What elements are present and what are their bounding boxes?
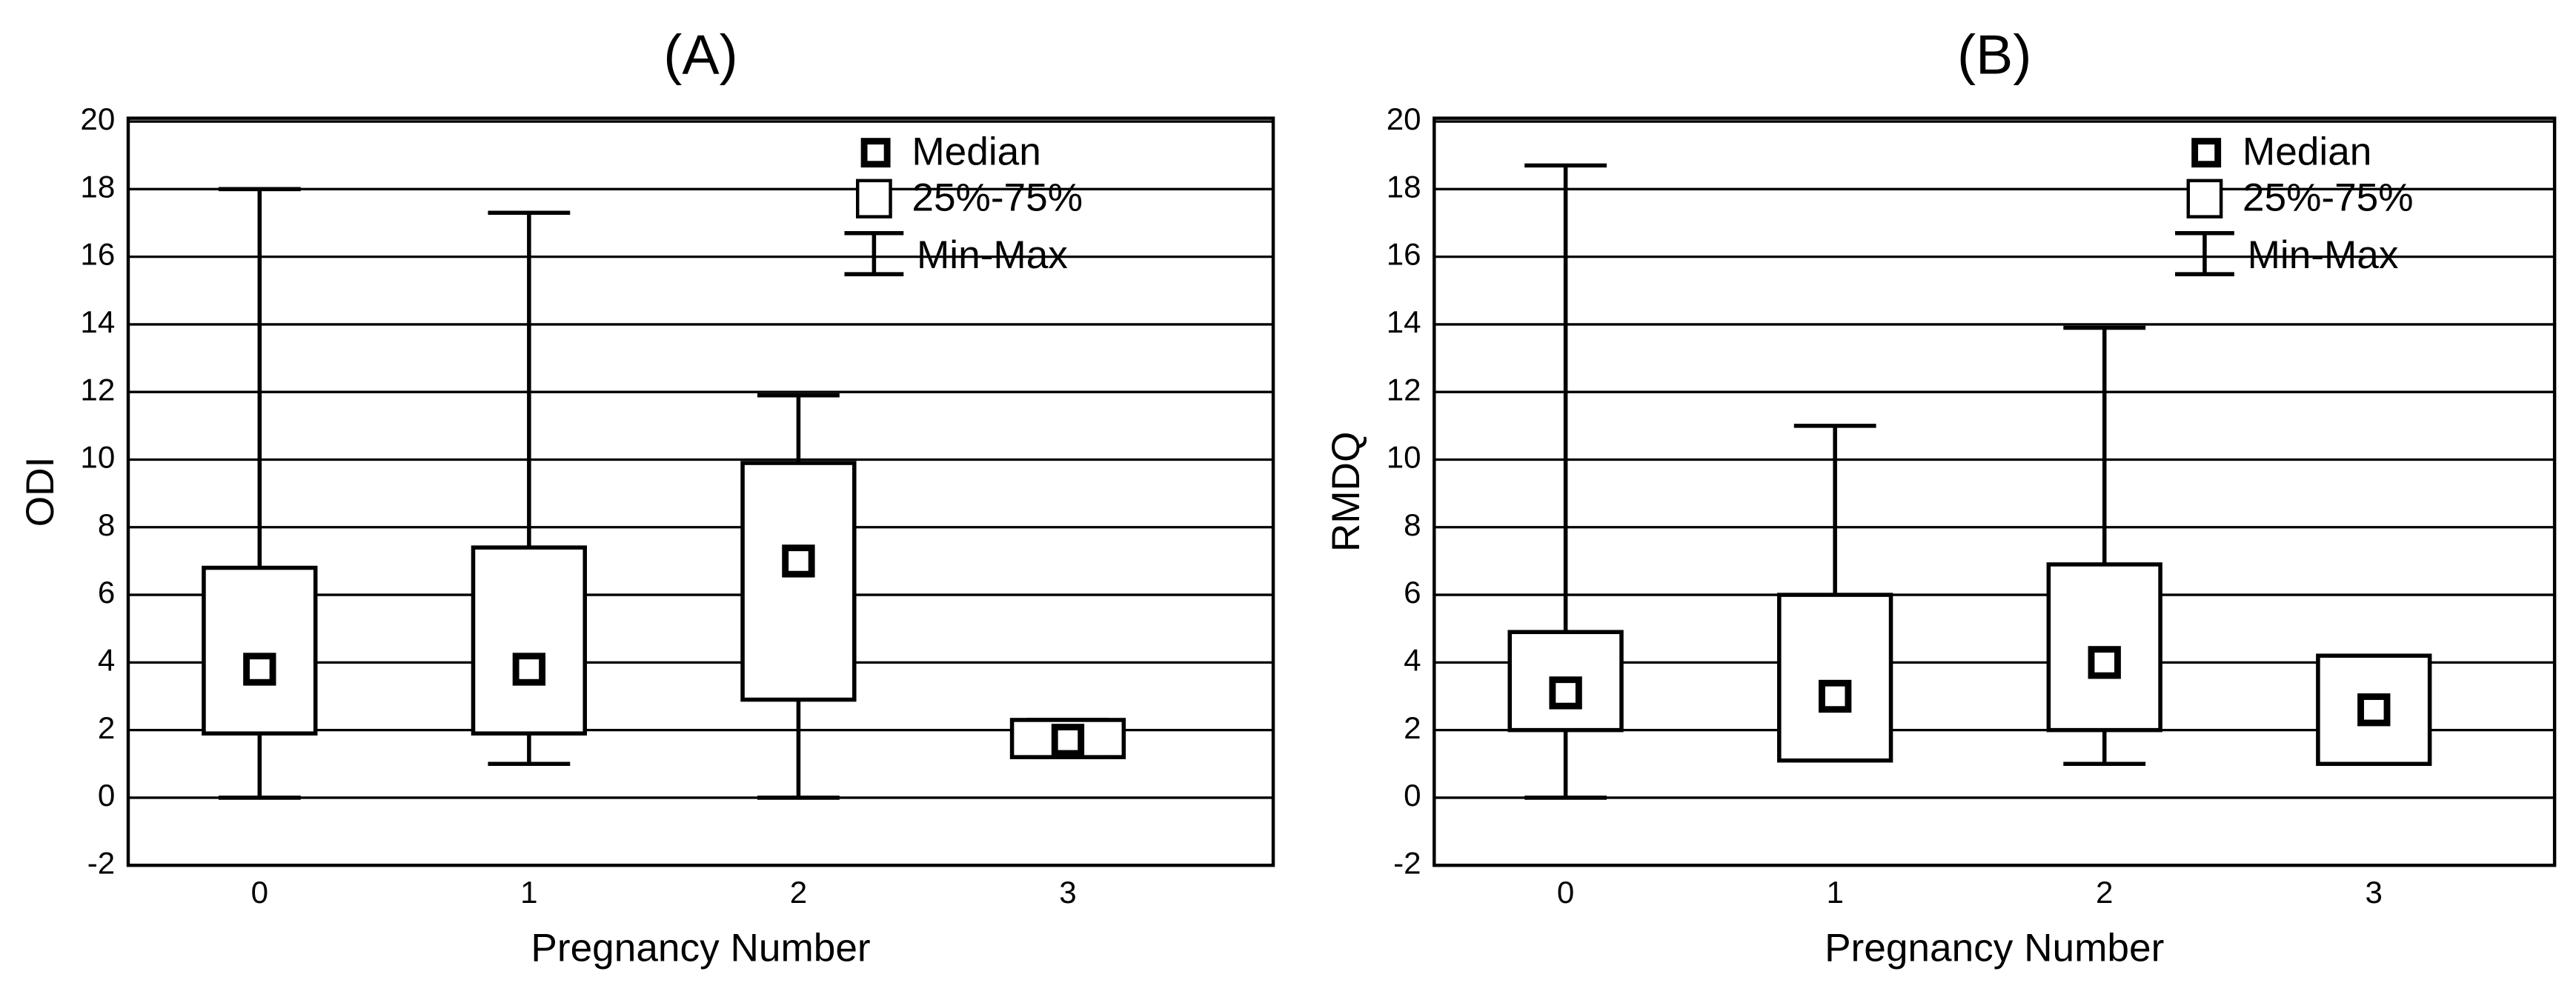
median [243, 653, 276, 686]
median [512, 653, 546, 686]
y-tick-label: 20 [80, 101, 115, 136]
y-tick-label: 16 [1387, 237, 1421, 272]
legend-label: 25%-75% [2243, 176, 2414, 219]
y-axis-label: ODI [19, 457, 62, 527]
x-axis-label: Pregnancy Number [1825, 927, 2164, 970]
x-tick-label: 0 [1557, 875, 1574, 910]
median [2357, 693, 2391, 727]
chart-title: (A) [663, 24, 737, 86]
x-tick-label: 1 [1826, 875, 1843, 910]
y-tick-label: 18 [1387, 169, 1421, 204]
legend-whisker-icon [844, 231, 904, 276]
plot-frame [1433, 116, 2557, 867]
x-tick-label: 1 [520, 875, 537, 910]
chart-title: (B) [1957, 24, 2031, 86]
legend-label: Min-Max [2248, 233, 2399, 277]
y-tick-label: 14 [80, 304, 115, 339]
y-tick-label: 16 [80, 237, 115, 272]
median [1051, 724, 1085, 757]
x-tick-label: 3 [2366, 875, 2383, 910]
y-tick-label: 10 [1387, 440, 1421, 475]
legend-box-icon [2186, 179, 2223, 219]
median [1819, 679, 1852, 713]
plot-frame [126, 116, 1275, 867]
median [782, 544, 815, 578]
y-tick-label: 8 [1404, 507, 1421, 542]
box [471, 545, 588, 736]
legend-median-icon [860, 138, 891, 168]
legend-median-icon [2191, 138, 2222, 168]
y-tick-label: 10 [80, 440, 115, 475]
x-axis-label: Pregnancy Number [531, 927, 870, 970]
x-tick-label: 2 [790, 875, 807, 910]
y-tick-label: -2 [87, 845, 115, 880]
box [740, 461, 857, 702]
y-tick-label: 2 [1404, 710, 1421, 745]
legend-label: Median [912, 130, 1040, 173]
legend-whisker-icon [2175, 231, 2234, 276]
legend-box-icon [855, 179, 892, 219]
y-tick-label: 8 [98, 507, 115, 542]
y-tick-label: 20 [1387, 101, 1421, 136]
y-tick-label: 4 [98, 642, 115, 677]
y-tick-label: 2 [98, 710, 115, 745]
legend-label: 25%-75% [912, 176, 1083, 219]
median [1549, 676, 1582, 710]
y-tick-label: 12 [1387, 372, 1421, 407]
box [202, 565, 318, 736]
y-tick-label: 4 [1404, 642, 1421, 677]
legend-label: Min-Max [917, 233, 1068, 277]
y-tick-label: 0 [98, 778, 115, 813]
y-tick-label: 0 [1404, 778, 1421, 813]
y-tick-label: 14 [1387, 304, 1421, 339]
x-tick-label: 0 [251, 875, 268, 910]
y-tick-label: 18 [80, 169, 115, 204]
legend-label: Median [2243, 130, 2371, 173]
box [1777, 593, 1893, 763]
y-tick-label: 6 [1404, 575, 1421, 610]
x-tick-label: 2 [2096, 875, 2113, 910]
median [2088, 646, 2121, 679]
y-tick-label: 12 [80, 372, 115, 407]
y-tick-label: -2 [1393, 845, 1421, 880]
y-axis-label: RMDQ [1324, 432, 1368, 553]
y-tick-label: 6 [98, 575, 115, 610]
x-tick-label: 3 [1059, 875, 1076, 910]
